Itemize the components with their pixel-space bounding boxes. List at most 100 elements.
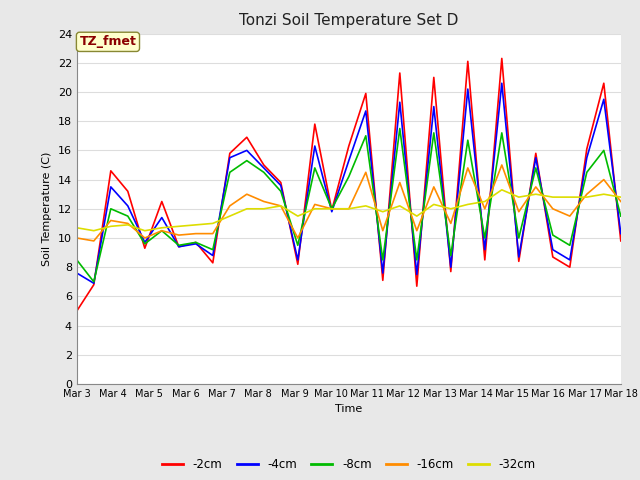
Legend: -2cm, -4cm, -8cm, -16cm, -32cm: -2cm, -4cm, -8cm, -16cm, -32cm — [157, 454, 540, 476]
-2cm — [617, 238, 625, 244]
-16cm — [294, 235, 301, 241]
-4cm — [260, 165, 268, 171]
-32cm — [158, 225, 166, 231]
-32cm — [566, 194, 573, 200]
-2cm — [362, 91, 370, 96]
-8cm — [447, 252, 454, 258]
-32cm — [311, 206, 319, 212]
-16cm — [600, 177, 607, 182]
-16cm — [345, 206, 353, 212]
-4cm — [583, 155, 591, 161]
-2cm — [549, 254, 557, 260]
Title: Tonzi Soil Temperature Set D: Tonzi Soil Temperature Set D — [239, 13, 458, 28]
-8cm — [192, 240, 200, 245]
-8cm — [73, 257, 81, 263]
-2cm — [277, 180, 285, 185]
-4cm — [209, 252, 216, 258]
-16cm — [481, 206, 489, 212]
-4cm — [73, 270, 81, 276]
-8cm — [243, 158, 251, 164]
Line: -32cm: -32cm — [77, 190, 621, 231]
-32cm — [413, 213, 420, 219]
-32cm — [192, 222, 200, 228]
Y-axis label: Soil Temperature (C): Soil Temperature (C) — [42, 152, 52, 266]
-32cm — [447, 206, 454, 212]
-16cm — [532, 184, 540, 190]
-2cm — [396, 70, 404, 76]
-16cm — [243, 192, 251, 197]
-16cm — [209, 231, 216, 237]
-8cm — [566, 242, 573, 248]
-2cm — [583, 146, 591, 152]
-4cm — [243, 147, 251, 153]
-8cm — [583, 169, 591, 175]
-2cm — [311, 121, 319, 127]
-16cm — [617, 199, 625, 204]
-32cm — [260, 206, 268, 212]
-32cm — [515, 194, 523, 200]
-4cm — [311, 143, 319, 149]
-8cm — [294, 242, 301, 248]
-32cm — [617, 194, 625, 200]
-8cm — [481, 235, 489, 241]
-16cm — [328, 206, 335, 212]
-16cm — [158, 228, 166, 234]
-16cm — [260, 199, 268, 204]
-4cm — [549, 247, 557, 252]
-4cm — [464, 86, 472, 92]
-8cm — [413, 257, 420, 263]
Line: -16cm: -16cm — [77, 165, 621, 241]
-4cm — [515, 254, 523, 260]
-16cm — [379, 228, 387, 234]
-4cm — [617, 231, 625, 237]
-16cm — [90, 238, 98, 244]
-4cm — [396, 99, 404, 105]
Line: -8cm: -8cm — [77, 129, 621, 282]
-2cm — [532, 150, 540, 156]
-8cm — [430, 130, 438, 136]
-2cm — [226, 150, 234, 156]
-2cm — [107, 168, 115, 174]
-16cm — [447, 220, 454, 226]
-16cm — [311, 202, 319, 207]
-2cm — [515, 258, 523, 264]
-4cm — [430, 104, 438, 109]
-32cm — [345, 206, 353, 212]
-16cm — [226, 203, 234, 209]
-4cm — [566, 257, 573, 263]
-32cm — [532, 192, 540, 197]
-16cm — [396, 180, 404, 185]
-2cm — [447, 269, 454, 275]
-2cm — [566, 264, 573, 270]
-4cm — [107, 184, 115, 190]
-32cm — [498, 187, 506, 192]
-8cm — [260, 169, 268, 175]
-32cm — [379, 209, 387, 215]
-8cm — [107, 206, 115, 212]
-4cm — [532, 155, 540, 161]
-2cm — [379, 277, 387, 283]
-16cm — [107, 217, 115, 223]
-4cm — [192, 241, 200, 247]
-32cm — [124, 222, 132, 228]
-8cm — [515, 235, 523, 241]
-32cm — [396, 203, 404, 209]
-4cm — [158, 215, 166, 220]
-8cm — [175, 242, 182, 248]
-4cm — [175, 244, 182, 250]
-8cm — [124, 213, 132, 219]
-32cm — [481, 199, 489, 204]
Line: -2cm: -2cm — [77, 59, 621, 311]
-4cm — [328, 209, 335, 215]
-4cm — [362, 108, 370, 114]
-8cm — [498, 130, 506, 136]
-8cm — [90, 279, 98, 285]
-32cm — [430, 202, 438, 207]
-16cm — [566, 213, 573, 219]
-8cm — [362, 133, 370, 139]
-2cm — [90, 282, 98, 288]
-16cm — [549, 206, 557, 212]
-2cm — [481, 257, 489, 263]
-4cm — [413, 272, 420, 277]
-32cm — [107, 224, 115, 229]
